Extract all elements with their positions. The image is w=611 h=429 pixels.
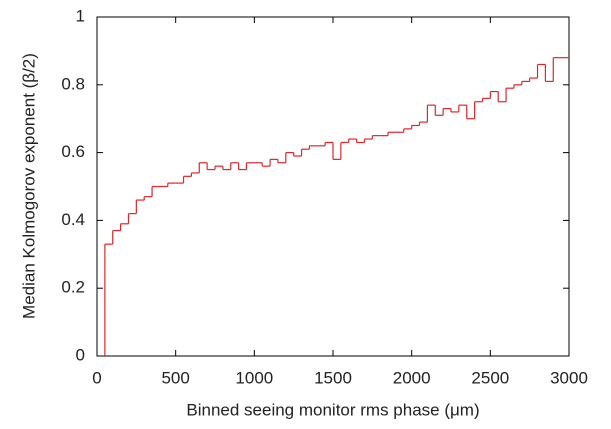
y-tick-label: 0.6 (61, 142, 85, 161)
y-tick-label: 0 (76, 345, 85, 364)
x-tick-label: 3000 (550, 368, 588, 387)
x-tick-label: 2500 (471, 368, 509, 387)
x-axis-label: Binned seeing monitor rms phase (μm) (186, 400, 479, 419)
x-tick-label: 500 (161, 368, 189, 387)
x-tick-label: 1500 (314, 368, 352, 387)
x-tick-label: 0 (92, 368, 101, 387)
x-tick-label: 2000 (393, 368, 431, 387)
y-axis-label: Median Kolmogorov exponent (β/2) (19, 53, 38, 319)
y-tick-label: 1 (76, 6, 85, 25)
y-tick-label: 0.4 (61, 210, 85, 229)
x-tick-label: 1000 (235, 368, 273, 387)
y-tick-label: 0.2 (61, 278, 85, 297)
y-tick-label: 0.8 (61, 74, 85, 93)
